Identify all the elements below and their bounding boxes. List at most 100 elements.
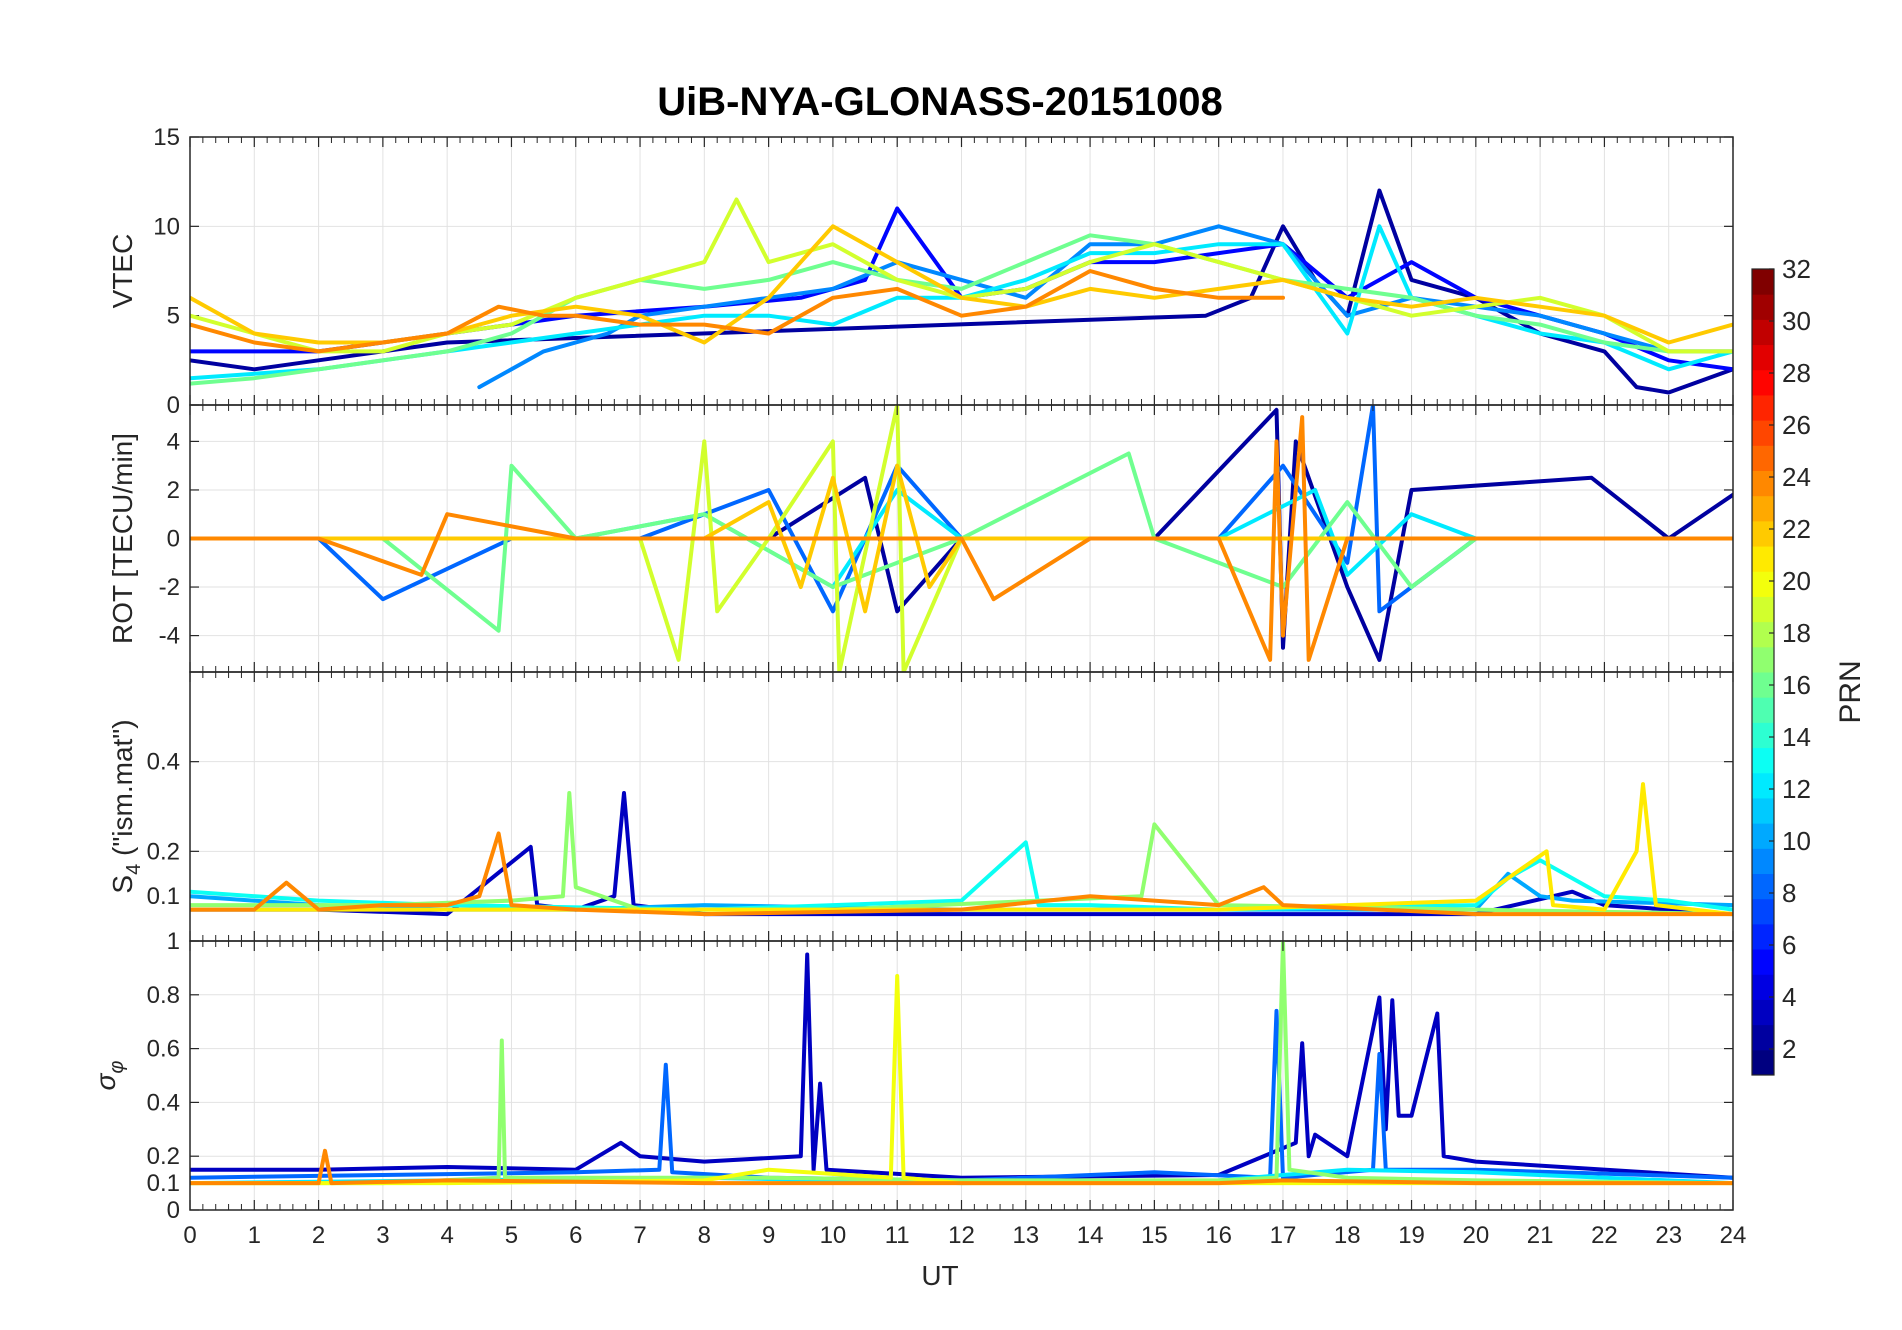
axes-box-sigphi [189,940,1734,1211]
ytick-label-sigphi: 0.8 [147,982,180,1009]
ytick-label-vtec: 15 [153,124,180,151]
ytick-label-s4: 0.2 [147,838,180,865]
colorbar-bin [1752,646,1774,673]
colorbar-tick-label: 10 [1782,826,1811,856]
colorbar-tick-label: 14 [1782,722,1811,752]
colorbar-bin [1752,596,1774,623]
colorbar-bin [1752,823,1774,849]
ytick-label-sigphi: 0 [167,1197,180,1224]
colorbar-bin [1752,344,1774,371]
ytick-label-rot: 2 [167,477,180,504]
xtick-label: 8 [698,1222,711,1249]
colorbar-bin [1752,873,1774,900]
colorbar-bin [1752,697,1774,723]
ytick-label-sigphi: 0.2 [147,1143,180,1170]
ytick-label-rot: -2 [159,574,180,601]
colorbar-bin [1752,621,1774,648]
colorbar-bin [1752,571,1774,597]
colorbar-bin [1752,772,1774,799]
ytick-label-sigphi: 0.6 [147,1036,180,1063]
series-group-sigphi [190,941,1733,1186]
xtick-label: 3 [376,1222,389,1249]
colorbar-tick-label: 6 [1782,930,1796,960]
chart-title: UiB-NYA-GLONASS-20151008 [657,80,1222,124]
xtick-label: 18 [1334,1222,1361,1249]
series-group-s4 [190,782,1733,917]
xtick-label: 7 [633,1222,646,1249]
xtick-label: 0 [183,1222,196,1249]
series-group-rot [190,405,1733,672]
series-line-sigphi-prn-17 [190,941,1733,1186]
xtick-label: 20 [1462,1222,1489,1249]
colorbar-tick-label: 28 [1782,358,1811,388]
colorbar-tick-label: 26 [1782,410,1811,440]
colorbar-bin [1752,1049,1774,1076]
colorbar-tick-label: 22 [1782,514,1811,544]
ytick-label-vtec: 10 [153,213,180,240]
series-line-rot-prn-16 [190,451,1733,633]
colorbar-frame [1751,268,1775,1076]
xtick-label: 16 [1205,1222,1232,1249]
xtick-label: 15 [1141,1222,1168,1249]
colorbar-bin [1752,999,1774,1026]
colorbar-tick-label: 8 [1782,878,1796,908]
x-axis-label: UT [921,1260,958,1291]
xtick-label: 21 [1527,1222,1554,1249]
colorbar-bin [1752,546,1774,572]
xtick-label: 1 [248,1222,261,1249]
xtick-label: 4 [440,1222,453,1249]
colorbar-bin [1752,1024,1774,1051]
xtick-label: 24 [1720,1222,1747,1249]
colorbar-tick-label: 24 [1782,462,1811,492]
xtick-label: 14 [1077,1222,1104,1249]
ytick-label-sigphi: 1 [167,928,180,955]
ytick-label-sigphi: 0.1 [147,1170,180,1197]
panel-rot: -4 -2 0 2 4 ROT [TECU/min] [107,404,1734,673]
colorbar-bin [1752,672,1774,698]
colorbar-bin [1752,949,1774,975]
colorbar-bin [1752,495,1774,522]
colorbar-bin [1752,722,1774,749]
colorbar-tick-label: 18 [1782,618,1811,648]
colorbar-tick-label: 4 [1782,982,1796,1012]
ytick-label-rot: 4 [167,428,180,455]
colorbar-bin [1752,898,1774,925]
series-line-s4-prn-3 [190,791,1733,917]
y-axis-label-rest: ("ism.mat") [107,719,138,863]
colorbar-bin [1752,923,1774,950]
y-axis-label-rot: ROT [TECU/min] [107,433,138,644]
series-line-vtec-prn-9 [477,224,1733,390]
colorbar-bin [1752,319,1774,346]
colorbar-bin [1752,848,1774,874]
series-line-vtec-prn-16 [190,233,1733,386]
xtick-label: 12 [948,1222,975,1249]
series-line-vtec-prn-24 [190,269,1285,354]
series-line-s4-prn-24 [190,831,1733,917]
y-axis-label-sub: 4 [123,864,145,875]
colorbar-tick-label: 2 [1782,1034,1796,1064]
colorbar-bin [1752,470,1774,497]
colorbar-bin [1752,294,1774,320]
colorbar-tick-label: 32 [1782,254,1811,284]
xtick-label: 19 [1398,1222,1425,1249]
y-axis-label-sigphi: σφ [90,1061,128,1091]
colorbar-tick-label: 30 [1782,306,1811,336]
xtick-label: 5 [505,1222,518,1249]
y-axis-label-sub: φ [106,1061,128,1074]
colorbar-label: PRN [1834,660,1867,723]
series-line-sigphi-prn-24 [190,1148,1733,1186]
y-axis-label-vtec: VTEC [107,234,138,309]
xtick-label: 22 [1591,1222,1618,1249]
series-group-vtec [190,188,1733,395]
ytick-label-sigphi: 0.4 [147,1089,180,1116]
xtick-label: 13 [1012,1222,1039,1249]
colorbar-bin [1752,797,1774,824]
colorbar-tick-label: 16 [1782,670,1811,700]
panel-s4: 0.10.20.4S4 ("ism.mat") [107,671,1734,942]
colorbar-bin [1752,974,1774,1000]
colorbar-bin [1752,369,1774,396]
ytick-label-s4: 0.4 [147,749,180,776]
series-line-rot-prn-24 [190,415,1733,662]
